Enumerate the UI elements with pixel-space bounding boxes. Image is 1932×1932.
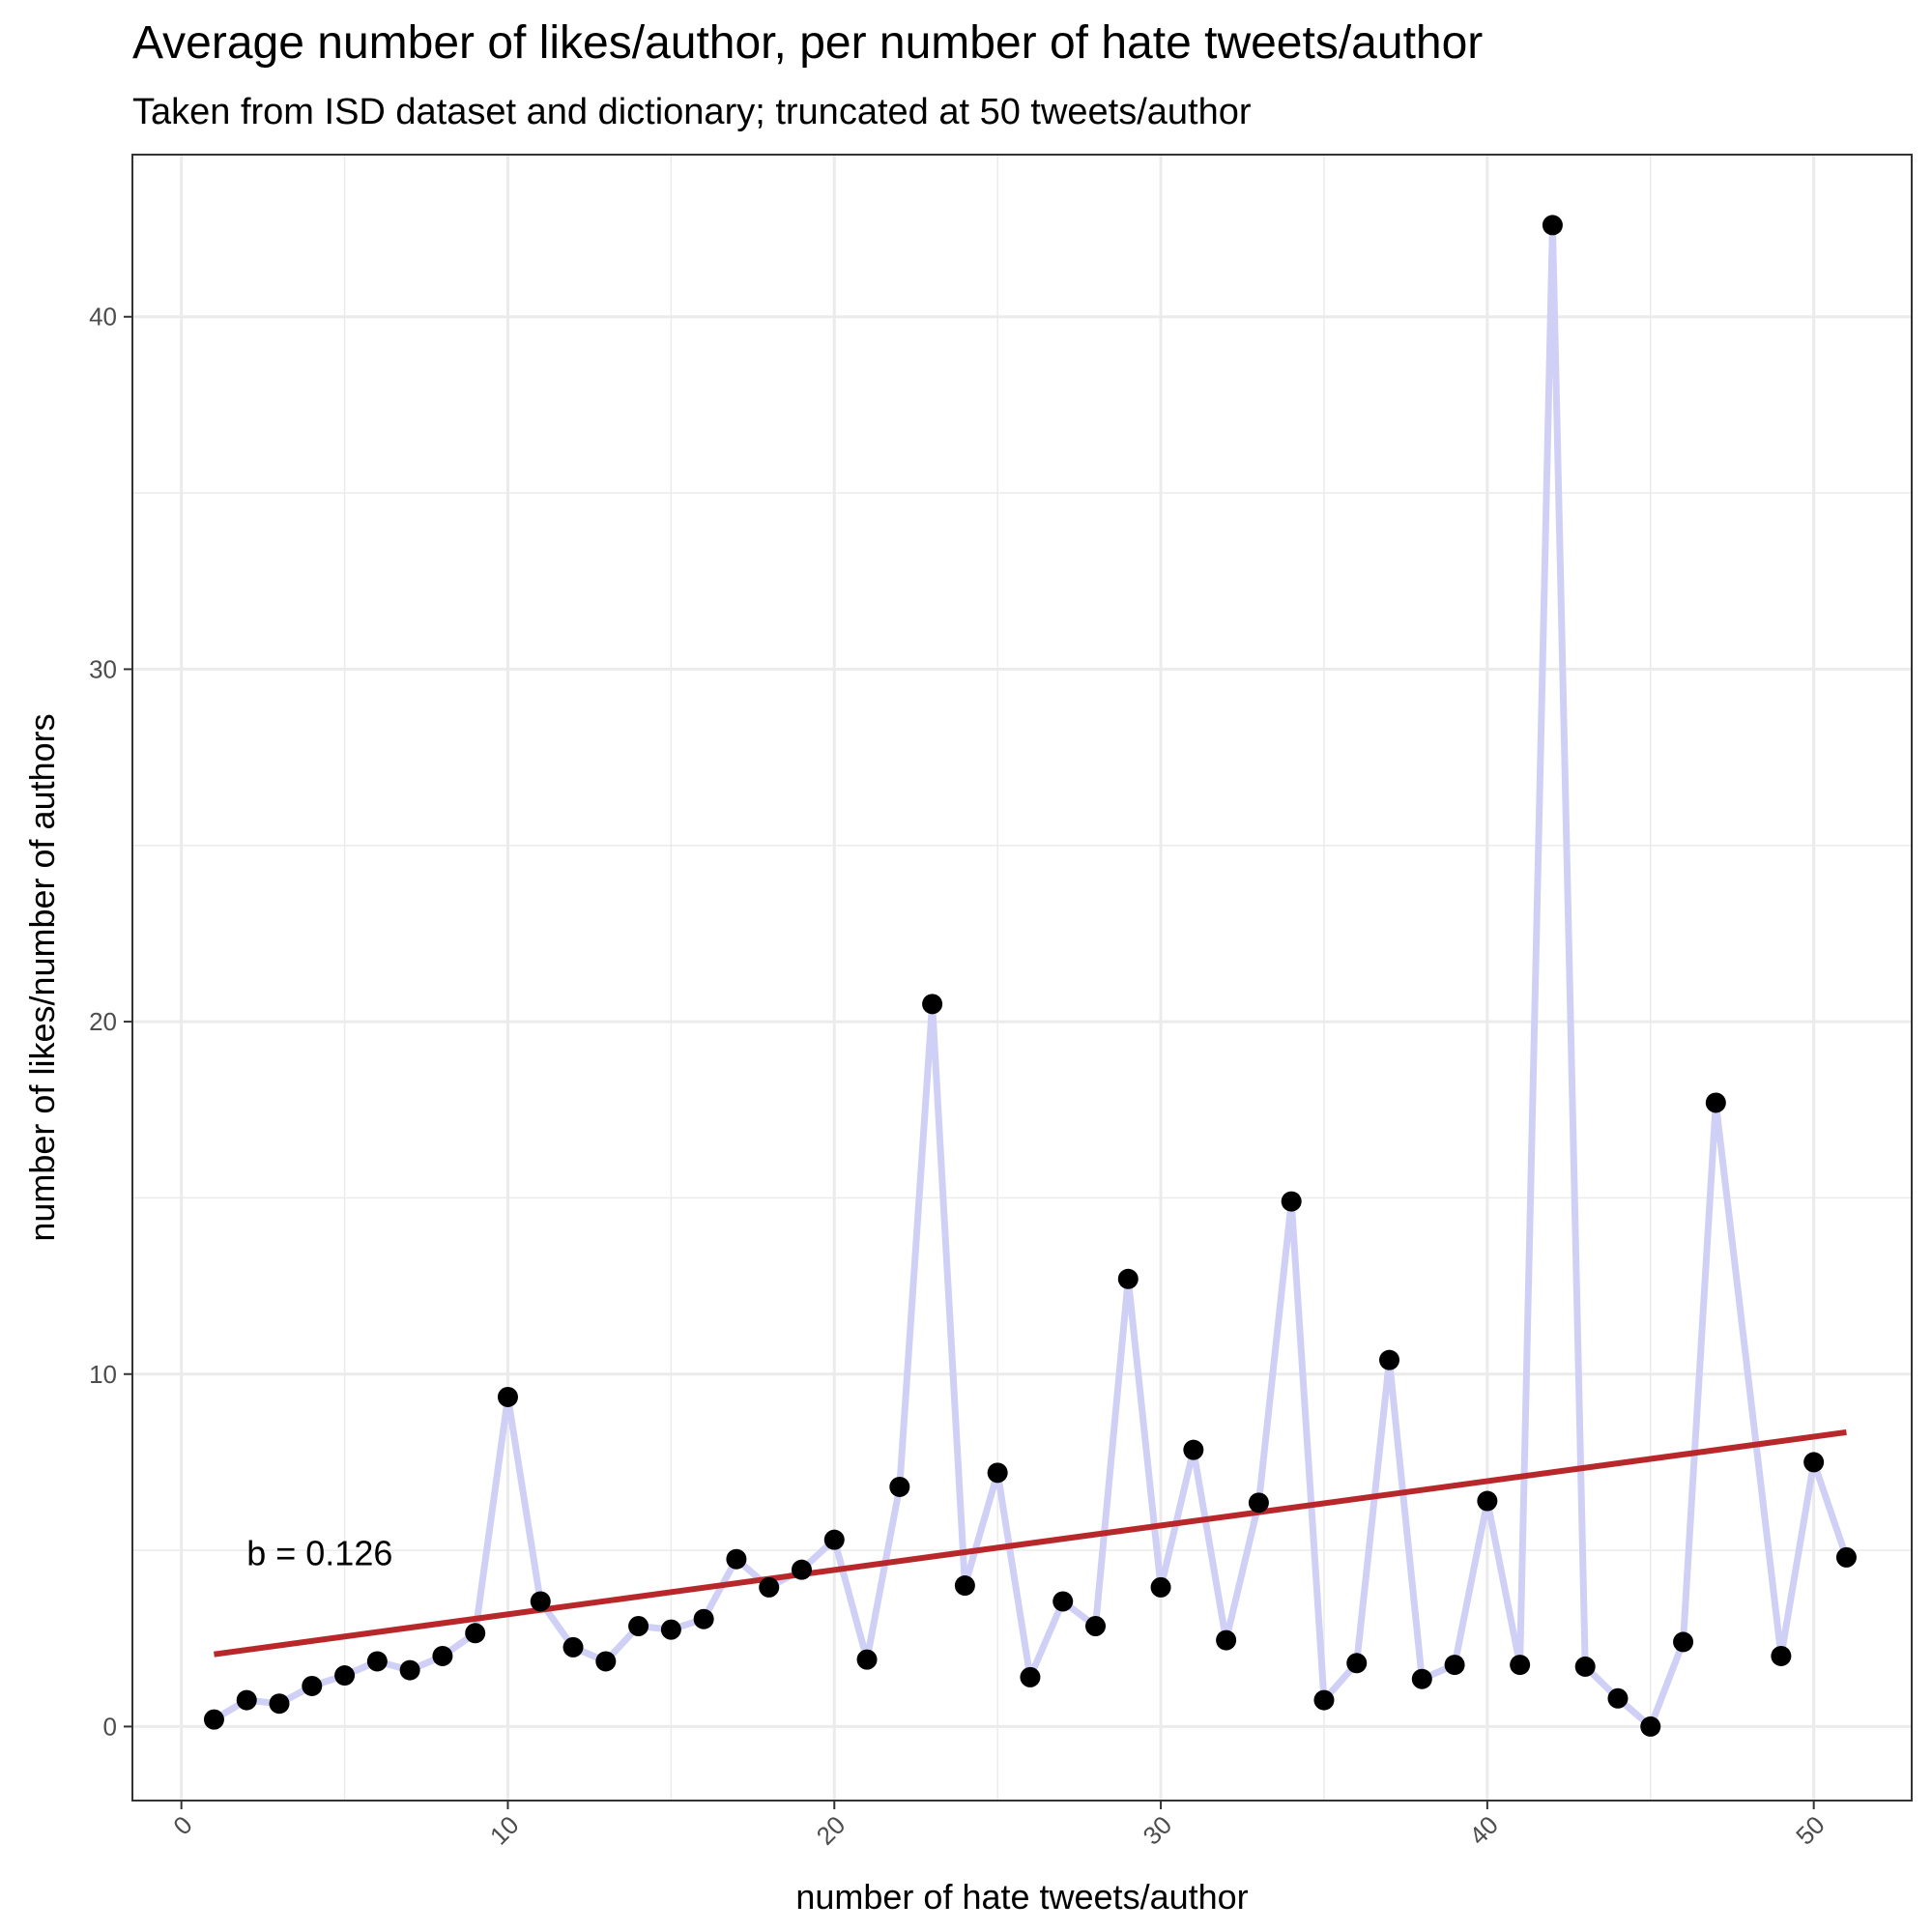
data-point [1542, 215, 1563, 236]
data-point [628, 1615, 649, 1636]
data-point [1313, 1689, 1335, 1711]
chart-subtitle: Taken from ISD dataset and dictionary; t… [132, 92, 1252, 132]
chart-title: Average number of likes/author, per numb… [132, 17, 1483, 69]
data-point [1216, 1629, 1237, 1651]
data-points [203, 215, 1857, 1737]
data-point [889, 1476, 910, 1497]
data-point [1379, 1349, 1400, 1370]
data-point [1477, 1490, 1498, 1512]
data-point [1574, 1656, 1596, 1677]
data-point [1183, 1439, 1204, 1460]
data-point [302, 1675, 323, 1696]
y-tick-label: 10 [89, 1360, 117, 1389]
grid [132, 155, 1912, 1801]
data-point [236, 1689, 257, 1711]
data-point [269, 1693, 290, 1715]
y-tick-label: 30 [89, 654, 117, 683]
data-point [791, 1559, 812, 1580]
data-point [334, 1665, 356, 1687]
data-point [1150, 1576, 1171, 1598]
data-point [660, 1619, 681, 1640]
data-point [562, 1636, 584, 1658]
data-point [497, 1386, 518, 1407]
y-axis-ticks: 0 10 20 30 40 [89, 303, 132, 1741]
data-point [1085, 1615, 1107, 1636]
y-axis-title: number of likes/number of authors [22, 713, 62, 1241]
data-point [1020, 1666, 1041, 1687]
data-point [1053, 1591, 1074, 1612]
data-point [1771, 1645, 1792, 1666]
data-point [1117, 1268, 1139, 1289]
y-tick-label: 0 [103, 1712, 117, 1741]
data-point [1640, 1716, 1661, 1737]
data-point [823, 1529, 845, 1550]
data-point [203, 1709, 224, 1730]
x-axis-title: number of hate tweets/author [795, 1877, 1248, 1917]
data-point [1248, 1492, 1269, 1514]
trend-line [214, 1428, 1847, 1658]
regression-line [214, 1428, 1847, 1658]
y-tick-label: 40 [89, 303, 117, 332]
data-point [987, 1462, 1008, 1484]
data-point [366, 1651, 388, 1672]
data-point [1673, 1631, 1694, 1653]
slope-annotation: b = 0.126 [246, 1534, 392, 1573]
y-tick-label: 20 [89, 1007, 117, 1036]
series-line [212, 221, 1850, 1730]
data-point [1411, 1668, 1432, 1689]
data-point [1705, 1092, 1726, 1113]
data-point [856, 1649, 878, 1670]
data-point [1607, 1687, 1629, 1709]
plot-panel-border [131, 154, 1913, 1802]
data-point [954, 1575, 975, 1597]
data-point [1281, 1191, 1302, 1212]
data-point [595, 1651, 617, 1672]
data-point [1803, 1452, 1825, 1473]
data-point [693, 1608, 714, 1629]
data-point [1346, 1653, 1368, 1674]
data-point [399, 1659, 420, 1681]
likes-series-line [212, 221, 1850, 1730]
data-point [432, 1645, 453, 1666]
data-point [759, 1576, 780, 1598]
data-point [1835, 1546, 1857, 1568]
data-point [1510, 1655, 1531, 1676]
data-point [465, 1623, 486, 1644]
data-point [1444, 1655, 1465, 1676]
data-point [726, 1548, 747, 1570]
data-point [530, 1591, 551, 1612]
data-point [922, 994, 943, 1015]
